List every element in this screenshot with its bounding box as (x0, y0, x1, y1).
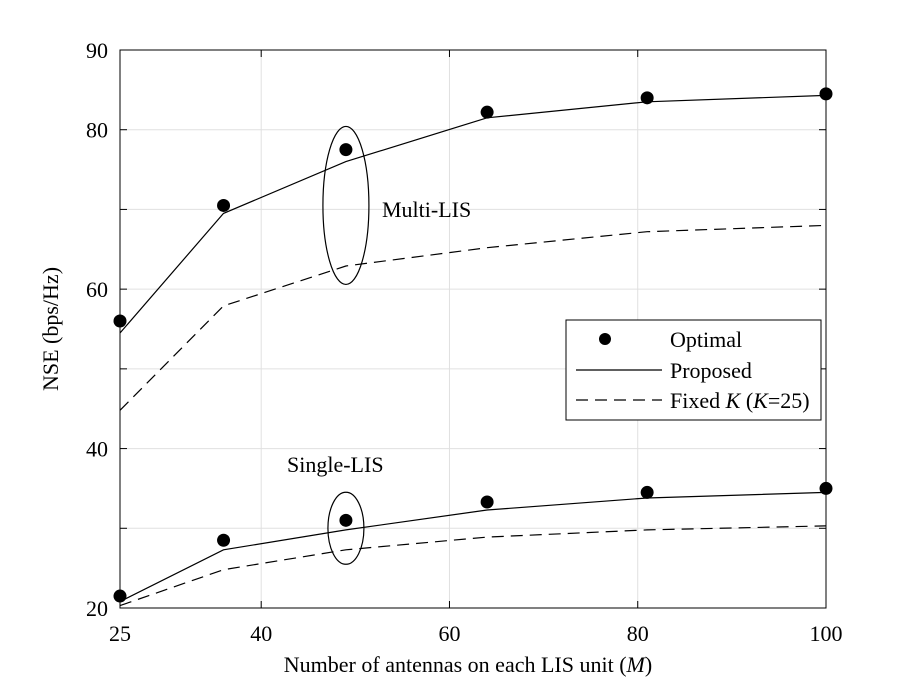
x-tick-label: 100 (810, 621, 843, 646)
legend-proposed-label: Proposed (670, 358, 752, 383)
y-tick-label: 80 (86, 118, 108, 143)
multi-lis-label: Multi-LIS (382, 197, 471, 222)
annotations: Multi-LIS Single-LIS (287, 125, 471, 565)
y-tick-label: 40 (86, 437, 108, 462)
multi-lis-optimal-point (640, 91, 654, 105)
single-lis-label: Single-LIS (287, 452, 384, 477)
multi-lis-fixed-line (119, 224, 827, 411)
multi-lis-optimal-point (339, 143, 353, 157)
multi-lis-proposed-line (119, 94, 827, 334)
legend: Optimal Proposed Fixed K (K=25) (565, 319, 822, 421)
x-tick-label: 25 (109, 621, 131, 646)
x-axis-label: Number of antennas on each LIS unit (M) (284, 652, 652, 677)
single-lis-proposed-line (119, 491, 827, 603)
single-lis-optimal-point (217, 533, 231, 547)
legend-optimal-marker (599, 333, 611, 345)
legend-optimal-label: Optimal (670, 327, 742, 352)
y-axis-label: NSE (bps/Hz) (38, 267, 63, 391)
y-tick-label: 20 (86, 596, 108, 621)
single-lis-fixed-line (119, 525, 827, 607)
single-lis-ellipse (327, 491, 365, 565)
x-tick-label: 80 (627, 621, 649, 646)
y-tick-label: 60 (86, 277, 108, 302)
plot-frame (119, 49, 827, 609)
single-lis-optimal-point (480, 495, 494, 509)
x-tick-label: 40 (250, 621, 272, 646)
single-lis-optimal-point (640, 485, 654, 499)
single-lis-optimal-point (339, 513, 353, 527)
y-tick-label: 90 (86, 38, 108, 63)
x-tick-label: 60 (438, 621, 460, 646)
multi-lis-optimal-point (480, 105, 494, 119)
multi-lis-optimal-point (217, 198, 231, 212)
legend-fixed-label: Fixed K (K=25) (670, 388, 810, 413)
multi-lis-ellipse (322, 125, 370, 286)
x-axis-label-symbol: M (626, 652, 647, 677)
x-axis-label-text: Number of antennas on each LIS unit (284, 652, 614, 677)
axis-ticks: 25 40 60 80 100 20 40 60 80 90 (86, 38, 843, 646)
series-group (113, 87, 833, 607)
